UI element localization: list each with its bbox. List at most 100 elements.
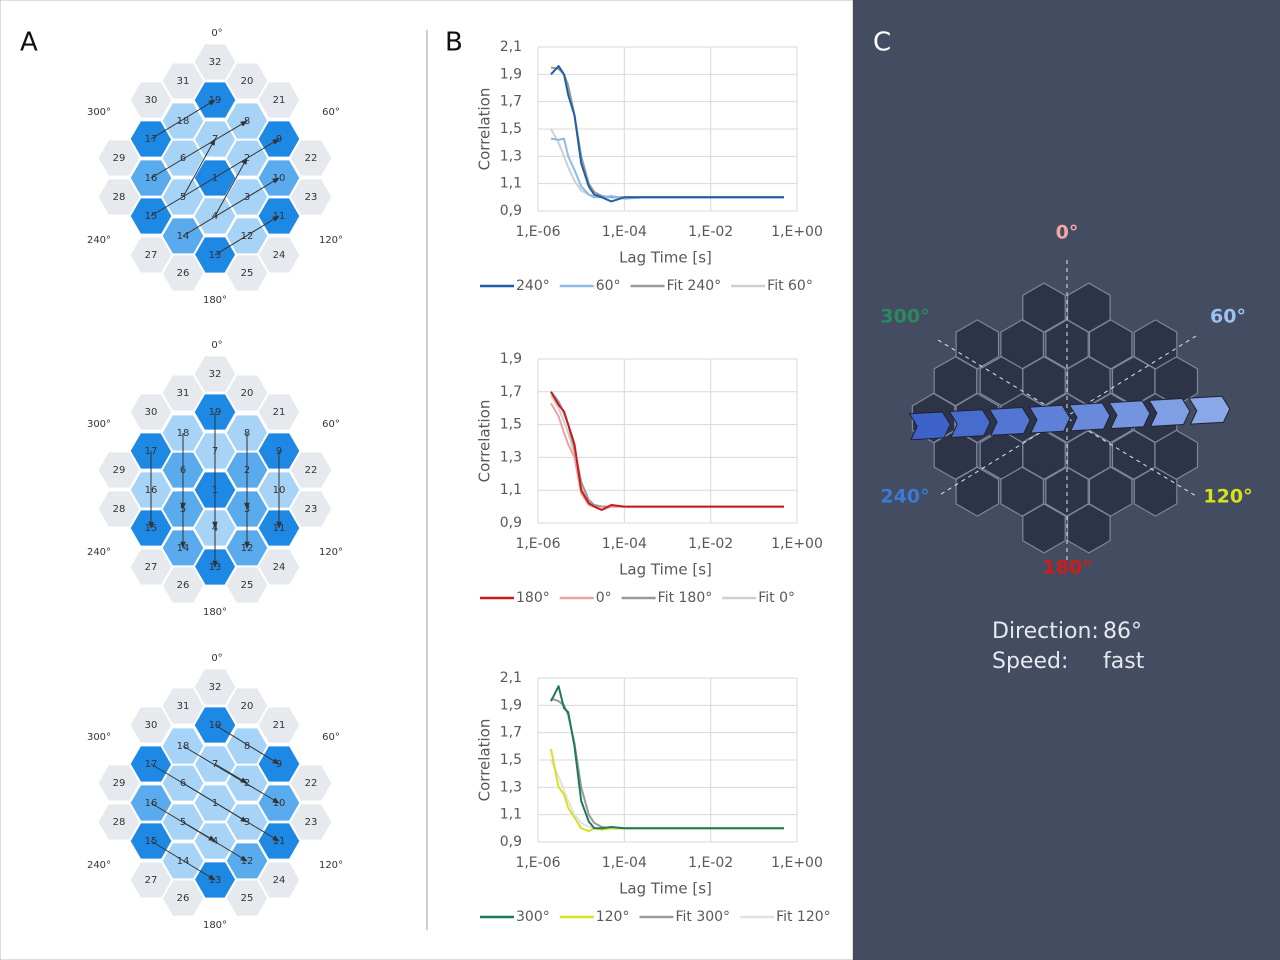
hex-cell [256,705,302,745]
cell-label: 25 [241,580,254,591]
cell-label: 17 [145,134,158,145]
legend-label: Fit 120° [776,909,831,925]
hex-cell [979,356,1024,407]
cell-label: 10 [273,798,286,809]
y-tick-label: 1,7 [500,94,522,110]
hex-cell [256,392,302,432]
cell-label: 32 [209,57,222,68]
cell-label: 23 [305,504,318,515]
legend-label: 180° [516,590,550,606]
cell-label: 9 [276,759,282,770]
cell-label: 27 [145,875,158,886]
angle-label: 300° [87,732,111,743]
y-tick-label: 1,1 [500,807,522,823]
panel-label: A [20,28,38,58]
arrow-chevron [948,409,991,439]
cell-label: 31 [177,701,190,712]
cell-label: 29 [113,153,126,164]
cell-label: 31 [177,76,190,87]
legend-label: 300° [516,909,550,925]
cell-label: 25 [241,268,254,279]
arrow [182,782,248,823]
angle-label: 240° [880,486,929,508]
angle-label: 240° [87,235,111,246]
hex-cell [933,356,978,407]
x-tick-label: 1,E-02 [688,855,733,871]
cell-label: 20 [241,76,254,87]
angle-label: 240° [87,547,111,558]
hex-cell [224,878,270,918]
arrow-chevron [1068,402,1111,432]
cell-label: 21 [273,720,286,731]
angle-label: 60° [322,419,340,430]
x-tick-label: 1,E-04 [602,536,647,552]
cell-label: 3 [244,817,250,828]
x-tick-label: 1,E-02 [688,224,733,240]
y-tick-label: 0,9 [500,515,522,531]
panel-label: B [445,28,463,58]
angle-label: 300° [87,107,111,118]
arrow-chevron [1028,404,1071,434]
arrow [182,745,280,804]
cell-label: 15 [145,211,158,222]
angle-label: 120° [319,860,343,871]
angle-label: 0° [211,28,222,39]
hex-cell [288,138,334,178]
arrow [214,763,248,784]
angle-label: 300° [880,306,929,328]
hex-cell [1022,282,1066,333]
angle-label: 180° [203,920,227,931]
cell-label: 18 [177,116,190,127]
y-tick-label: 2,1 [500,670,522,686]
angle-label: 0° [211,340,222,351]
y-tick-label: 1,5 [500,417,522,433]
series-line [550,65,784,203]
y-tick-label: 2,1 [500,39,522,55]
x-axis-label: Lag Time [s] [619,561,712,579]
y-tick-label: 1,7 [500,384,522,400]
hex-cell [96,138,142,178]
legend-label: 240° [516,278,550,294]
cell-label: 31 [177,388,190,399]
cell-label: 26 [177,268,190,279]
arrow-chevron [1188,395,1231,425]
speed-value: fast [1103,649,1145,674]
arrow-chevron [988,406,1031,436]
arrow-chevron [1148,398,1191,427]
angle-label: 240° [87,860,111,871]
cell-label: 23 [305,192,318,203]
cell-label: 8 [244,741,250,752]
arrow [214,157,248,217]
x-tick-label: 1,E-06 [515,855,560,871]
arrow [150,99,216,140]
angle-label: 0° [211,653,222,664]
hex-cell [96,802,142,842]
arrow [214,724,280,765]
angle-label: 0° [1056,222,1079,244]
arrow [150,840,216,881]
hex-cell [224,565,270,605]
hex-cell [955,466,1000,517]
arrow [182,138,216,198]
cell-label: 14 [177,856,190,867]
cell-label: 21 [273,95,286,106]
direction-lines [937,260,1197,560]
x-tick-label: 1,E-06 [515,536,560,552]
hex-cell [1154,429,1199,480]
hex-cell [128,235,174,275]
hex-cell [1000,466,1044,517]
x-axis-label: Lag Time [s] [619,249,712,267]
hex-cell [96,489,142,529]
y-tick-label: 1,1 [500,482,522,498]
cell-label: 20 [241,701,254,712]
angle-label: 120° [319,235,343,246]
angle-label: 60° [322,732,340,743]
cell-label: 24 [273,250,286,261]
y-tick-label: 1,9 [500,697,522,713]
y-tick-label: 1,9 [500,66,522,82]
cell-label: 14 [177,231,190,242]
x-tick-label: 1,E-04 [602,224,647,240]
hex-diagram: 1234567891011121314151617181920212223242… [87,340,343,618]
y-tick-label: 1,7 [500,725,522,741]
cell-label: 30 [145,407,158,418]
